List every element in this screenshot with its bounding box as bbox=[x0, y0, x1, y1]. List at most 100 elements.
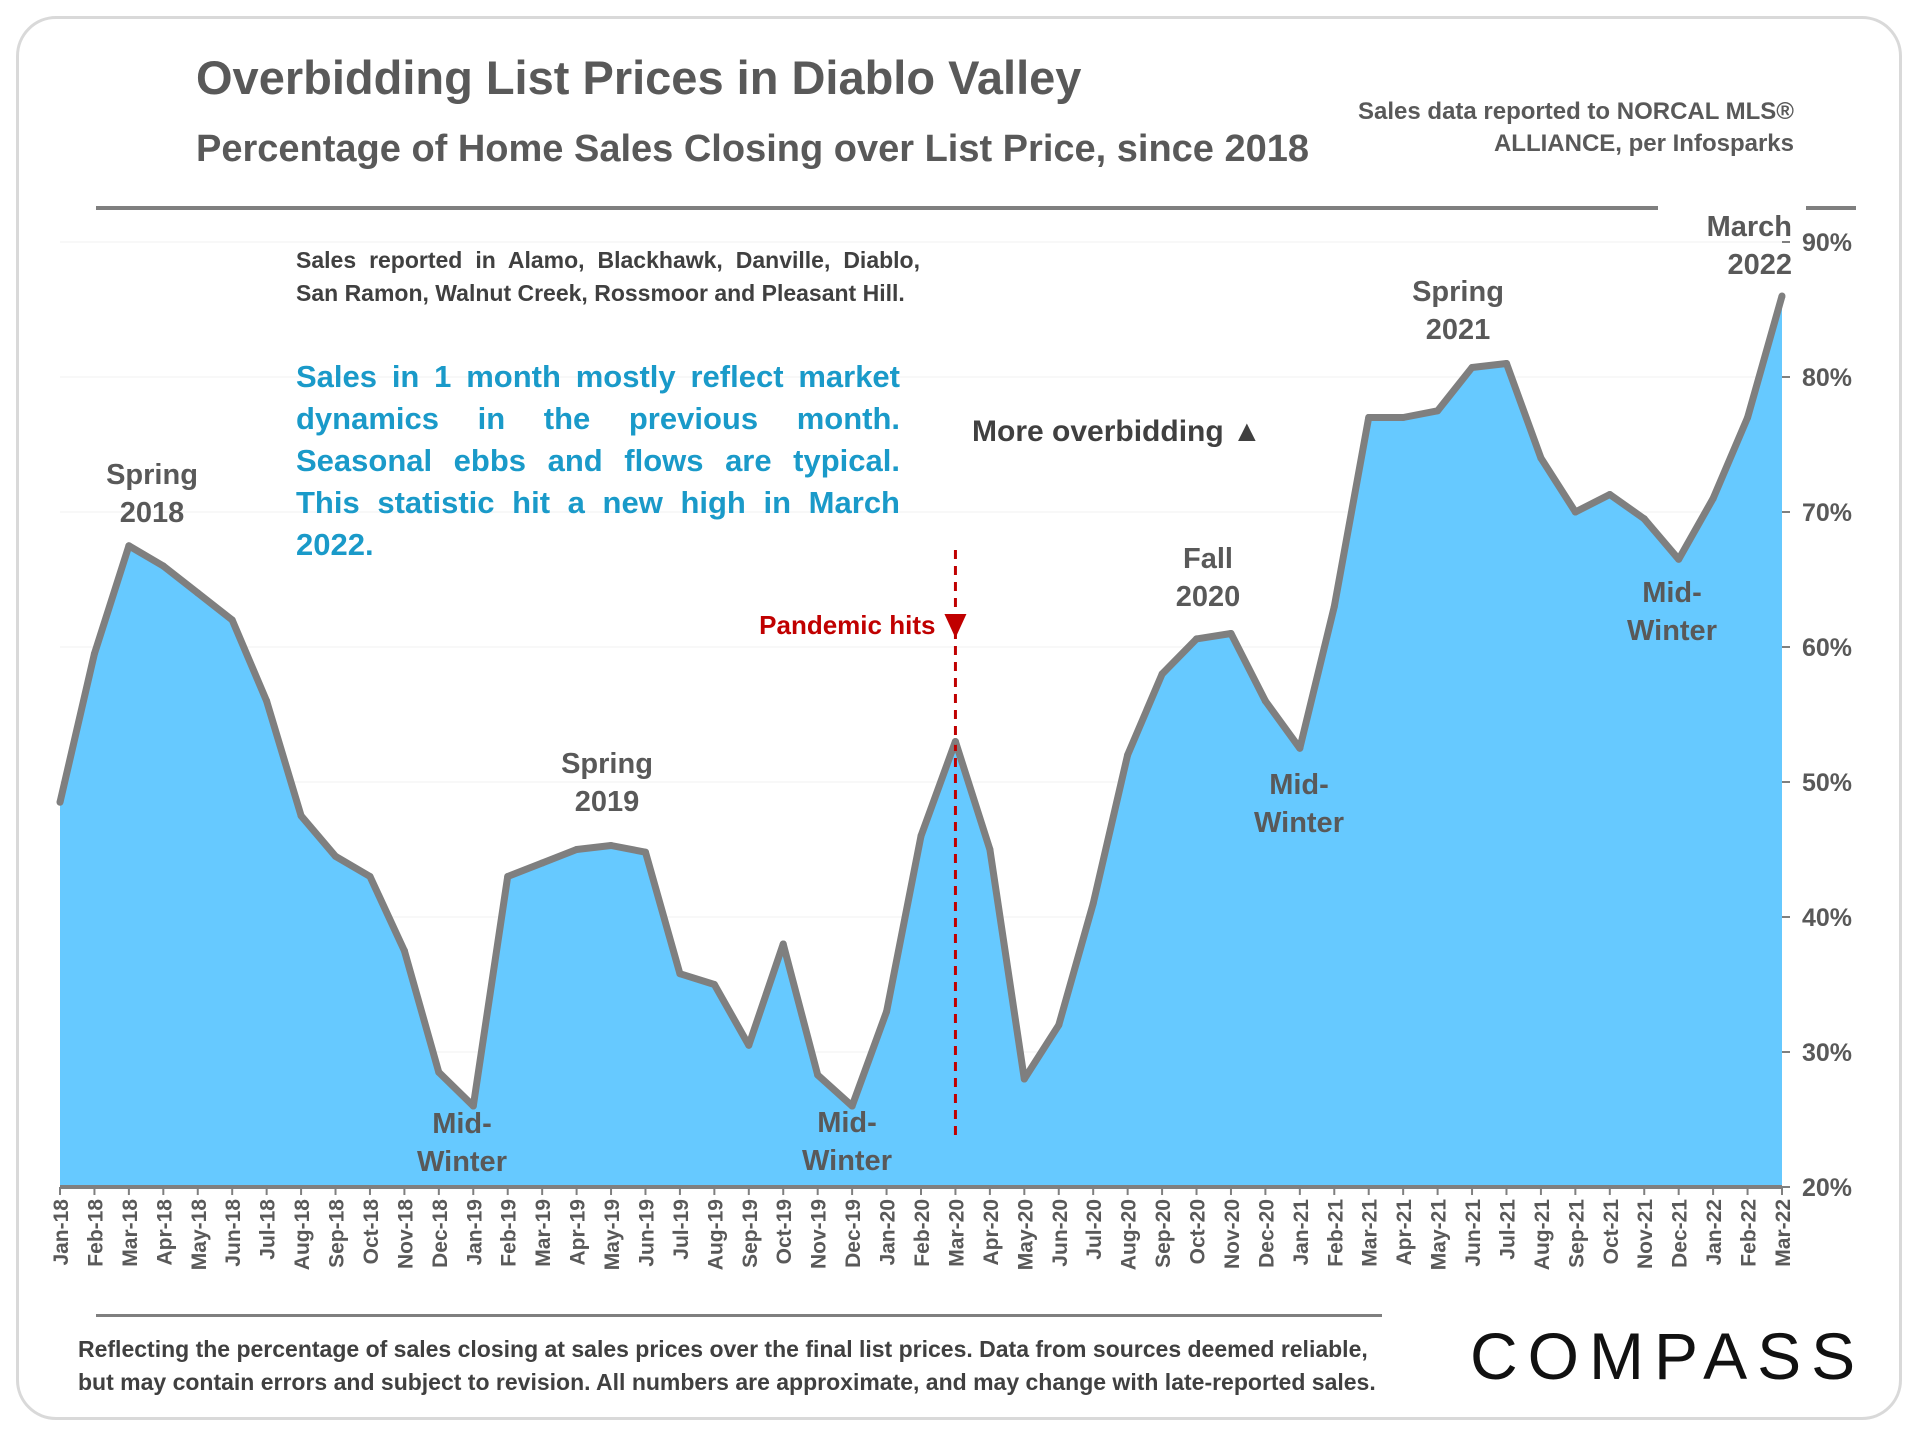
y-tick-label: 70% bbox=[1802, 499, 1852, 527]
x-tick-label: Mar-19 bbox=[532, 1199, 555, 1267]
compass-logo: COMPASS bbox=[1470, 1319, 1866, 1393]
data-point-Nov-18 bbox=[400, 947, 408, 955]
x-tick-label: Dec-21 bbox=[1669, 1199, 1692, 1268]
data-point-Apr-19 bbox=[573, 846, 581, 853]
x-tick-label: Nov-18 bbox=[394, 1199, 417, 1269]
x-tick-label: Mar-18 bbox=[119, 1199, 142, 1267]
data-point-Dec-21 bbox=[1675, 555, 1683, 563]
annotation-label: Mid-Winter bbox=[1627, 577, 1717, 647]
x-tick-label: Jul-21 bbox=[1496, 1199, 1519, 1260]
data-point-Dec-19 bbox=[848, 1102, 856, 1110]
x-tick-label: Sep-19 bbox=[739, 1199, 762, 1268]
x-tick-label: Mar-21 bbox=[1359, 1199, 1382, 1267]
data-point-Feb-22 bbox=[1744, 414, 1752, 421]
x-tick-label: Oct-19 bbox=[773, 1199, 796, 1264]
x-tick-label: Nov-20 bbox=[1221, 1199, 1244, 1269]
data-point-Feb-19 bbox=[504, 873, 512, 880]
y-tick-label: 50% bbox=[1802, 769, 1852, 797]
x-tick-label: Feb-22 bbox=[1738, 1199, 1761, 1267]
x-tick-label: Dec-19 bbox=[842, 1199, 865, 1268]
data-point-Apr-21 bbox=[1399, 414, 1407, 421]
y-tick-label: 90% bbox=[1802, 229, 1852, 257]
data-point-Jan-21 bbox=[1296, 744, 1304, 752]
data-point-Sep-19 bbox=[745, 1041, 753, 1049]
x-tick-label: Feb-20 bbox=[911, 1199, 934, 1267]
data-point-Jun-18 bbox=[228, 616, 236, 624]
data-point-May-20 bbox=[1020, 1075, 1028, 1083]
x-tick-label: May-20 bbox=[1014, 1199, 1037, 1270]
data-point-Apr-18 bbox=[159, 562, 167, 570]
x-tick-label: Jun-21 bbox=[1462, 1199, 1485, 1267]
page-title: Overbidding List Prices in Diablo Valley bbox=[196, 51, 1082, 104]
x-tick-label: Jan-21 bbox=[1290, 1199, 1313, 1266]
header-divider-right bbox=[1806, 206, 1856, 210]
x-tick-label: Jun-18 bbox=[222, 1199, 245, 1267]
data-point-Oct-21 bbox=[1606, 490, 1614, 498]
data-point-Jul-20 bbox=[1089, 900, 1097, 907]
y-tick-label: 20% bbox=[1802, 1174, 1852, 1202]
more-overbidding-label: More overbidding ▲ bbox=[972, 415, 1262, 448]
data-point-Apr-20 bbox=[986, 846, 994, 853]
x-tick-label: Jan-22 bbox=[1703, 1199, 1726, 1266]
x-tick-label: Sep-20 bbox=[1152, 1199, 1175, 1268]
data-point-Jun-21 bbox=[1468, 364, 1476, 372]
x-tick-label: Nov-19 bbox=[808, 1199, 831, 1269]
data-point-Jul-21 bbox=[1502, 360, 1510, 367]
data-point-May-18 bbox=[194, 589, 202, 597]
data-point-Feb-20 bbox=[917, 832, 925, 840]
data-point-May-19 bbox=[607, 841, 615, 849]
data-point-Jun-19 bbox=[641, 848, 649, 856]
x-tick-label: Aug-18 bbox=[291, 1199, 314, 1270]
data-point-Oct-19 bbox=[779, 940, 787, 948]
data-point-Aug-18 bbox=[297, 812, 305, 820]
x-tick-label: Oct-21 bbox=[1600, 1199, 1623, 1265]
x-tick-label: Apr-21 bbox=[1393, 1199, 1416, 1266]
x-tick-label: Jun-19 bbox=[635, 1199, 658, 1267]
data-point-Aug-21 bbox=[1537, 454, 1545, 462]
data-point-Mar-21 bbox=[1365, 414, 1373, 421]
data-point-Jun-20 bbox=[1055, 1021, 1063, 1029]
x-axis-ticks: Jan-18 Feb-18 Mar-18 Apr-18 May-18 Jun-18 Jul-… bbox=[50, 1187, 1795, 1270]
x-tick-label: Mar-20 bbox=[945, 1199, 968, 1267]
x-tick-label: Jul-20 bbox=[1083, 1199, 1106, 1260]
annotation-label: Spring 2019 bbox=[561, 748, 653, 818]
data-point-Jan-18 bbox=[56, 798, 64, 806]
data-point-Jul-19 bbox=[676, 970, 684, 978]
x-tick-label: Apr-19 bbox=[567, 1199, 590, 1266]
x-tick-label: Jul-19 bbox=[670, 1199, 693, 1260]
x-tick-label: Apr-20 bbox=[980, 1199, 1003, 1266]
x-tick-label: Dec-18 bbox=[429, 1199, 452, 1268]
y-tick-label: 80% bbox=[1802, 364, 1852, 392]
x-tick-label: Dec-20 bbox=[1255, 1199, 1278, 1268]
annotation-label: Fall 2020 bbox=[1176, 543, 1241, 613]
x-tick-label: Oct-18 bbox=[360, 1199, 383, 1265]
data-point-Nov-21 bbox=[1640, 515, 1648, 523]
x-tick-label: Sep-21 bbox=[1565, 1199, 1588, 1268]
annotation-label: March 2022 bbox=[1707, 211, 1792, 281]
x-tick-label: Jan-18 bbox=[50, 1199, 73, 1266]
x-tick-label: Apr-18 bbox=[153, 1199, 176, 1266]
x-tick-label: May-19 bbox=[601, 1199, 624, 1270]
pandemic-arrow-icon bbox=[944, 614, 967, 638]
x-tick-label: Feb-18 bbox=[84, 1199, 107, 1267]
data-point-Jan-19 bbox=[469, 1102, 477, 1110]
data-point-Feb-18 bbox=[90, 650, 98, 658]
data-point-Jan-20 bbox=[883, 1008, 891, 1015]
x-tick-label: Feb-19 bbox=[498, 1199, 521, 1267]
y-axis-ticks: 20% 30% 40% 50% 60% 70% 80% 90% bbox=[1782, 229, 1852, 1202]
pandemic-label: Pandemic hits bbox=[759, 610, 935, 640]
data-point-Oct-20 bbox=[1193, 635, 1201, 643]
data-point-Mar-19 bbox=[538, 859, 546, 867]
data-points bbox=[56, 292, 1786, 1110]
x-tick-label: Jan-20 bbox=[877, 1199, 900, 1266]
data-point-Aug-19 bbox=[710, 981, 718, 988]
data-point-Jul-18 bbox=[263, 697, 271, 705]
areas-note: Sales reported in Alamo, Blackhawk, Danv… bbox=[296, 247, 920, 306]
x-tick-label: May-21 bbox=[1428, 1199, 1451, 1271]
data-point-Dec-18 bbox=[435, 1068, 443, 1076]
annotation-label: Mid-Winter bbox=[1254, 769, 1344, 839]
data-point-Sep-18 bbox=[332, 852, 340, 860]
data-point-Mar-20 bbox=[951, 738, 959, 745]
data-point-May-21 bbox=[1434, 407, 1442, 415]
